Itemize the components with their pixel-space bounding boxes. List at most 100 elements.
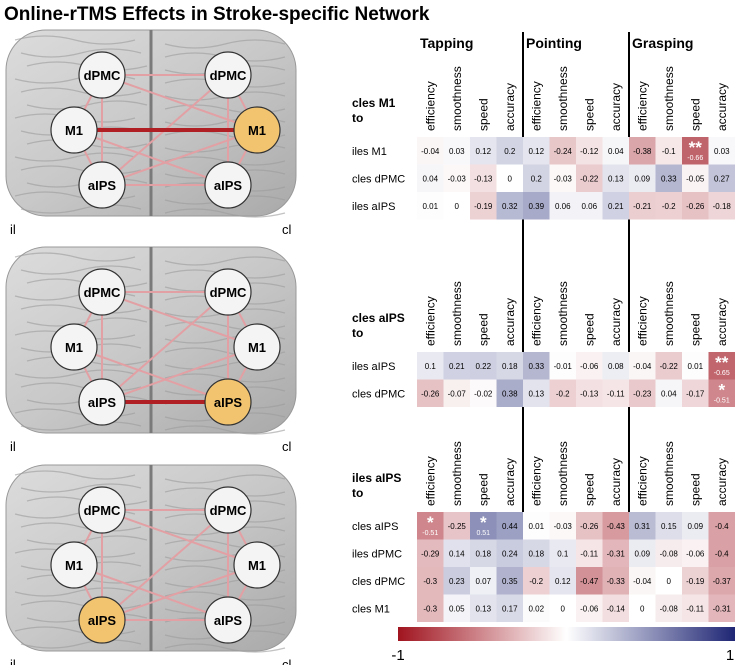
node	[204, 378, 252, 426]
cell-value: 0.01	[422, 202, 438, 211]
heatmap-cell	[708, 192, 735, 220]
heatmap-cell	[708, 352, 735, 380]
cell-value: -0.03	[554, 174, 573, 183]
significance-star: **	[715, 353, 729, 372]
cell-value: -0.14	[607, 604, 626, 613]
significance-star: *	[718, 381, 725, 400]
cell-value: 0.33	[661, 174, 677, 183]
column-label: accuracy	[609, 298, 623, 346]
node-label: aIPS	[88, 395, 117, 410]
heatmap-cell	[682, 539, 709, 567]
node	[78, 596, 126, 644]
column-label: efficiency	[529, 456, 543, 506]
cell-value: 0.14	[449, 549, 465, 558]
cell-value: 0.07	[475, 577, 491, 586]
cell-value: 0	[561, 604, 566, 613]
cell-value: -0.2	[529, 577, 543, 586]
heatmap-cell	[629, 164, 656, 192]
heatmap-cell	[417, 594, 444, 622]
heatmap-cell	[496, 594, 523, 622]
heatmap-cell	[523, 192, 550, 220]
cell-value: 0.17	[502, 604, 518, 613]
group-header: Pointing	[526, 35, 582, 51]
heatmap-cell	[549, 164, 576, 192]
cell-value: 0.03	[714, 147, 730, 156]
cell-value: -0.03	[554, 522, 573, 531]
connection	[101, 291, 258, 348]
heatmap-cell	[470, 379, 497, 407]
cell-value: -0.2	[662, 202, 676, 211]
heatmap-cell	[655, 539, 682, 567]
heatmap-cell	[417, 192, 444, 220]
cell-value: 0.06	[581, 202, 597, 211]
heatmap-cell	[417, 539, 444, 567]
side-label: il	[10, 439, 16, 454]
cell-value: -0.07	[448, 389, 467, 398]
heatmap-cell	[708, 379, 735, 407]
cell-value: 0.18	[475, 549, 491, 558]
heatmap-cell	[523, 379, 550, 407]
significance-star: *	[480, 513, 487, 532]
heatmap-cell	[629, 539, 656, 567]
cell-value: 0.12	[555, 577, 571, 586]
cell-value: 0.12	[528, 147, 544, 156]
column-label: accuracy	[715, 458, 729, 506]
heatmap-cell	[523, 539, 550, 567]
column-label: accuracy	[715, 83, 729, 131]
cell-value: 0.08	[608, 362, 624, 371]
heatmap-cell	[576, 512, 603, 540]
column-label: smoothness	[556, 441, 570, 506]
heatmap-cell	[655, 567, 682, 595]
cell-value: -0.24	[554, 147, 573, 156]
cell-value: 0.18	[528, 549, 544, 558]
row-label: iles dPMC	[352, 548, 402, 560]
heatmap-cell	[470, 594, 497, 622]
connection	[101, 129, 258, 186]
cell-value: -0.13	[474, 174, 493, 183]
heatmap-cell	[417, 137, 444, 165]
heatmap-cell	[470, 539, 497, 567]
cell-value: 0.06	[555, 202, 571, 211]
heatmap-cell	[443, 192, 470, 220]
heatmap-cell	[629, 192, 656, 220]
column-label: accuracy	[609, 83, 623, 131]
node	[204, 486, 252, 534]
node-label: aIPS	[88, 178, 117, 193]
column-label: efficiency	[635, 296, 649, 346]
cell-value: 0.02	[528, 604, 544, 613]
heatmap-cell	[708, 512, 735, 540]
column-label: smoothness	[556, 66, 570, 131]
cell-value: -0.18	[713, 202, 732, 211]
heatmap-cell	[682, 192, 709, 220]
cell-value: 0.13	[475, 604, 491, 613]
column-label: efficiency	[423, 81, 437, 131]
node-label: aIPS	[214, 613, 243, 628]
heatmap-cell	[602, 379, 629, 407]
connection	[101, 509, 229, 621]
node	[78, 51, 126, 99]
node	[233, 106, 281, 154]
cell-value: -0.04	[633, 362, 652, 371]
node	[204, 596, 252, 644]
heatmap-cell	[629, 137, 656, 165]
cell-value: 0.35	[502, 577, 518, 586]
heatmap-cell	[496, 567, 523, 595]
column-label: smoothness	[450, 281, 464, 346]
heatmap-cell	[576, 164, 603, 192]
cell-value: -0.33	[607, 577, 626, 586]
column-label: smoothness	[662, 281, 676, 346]
brain-panel: dPMC dPMC M1 M1 aIPS aIPS	[5, 29, 297, 218]
heatmap-cell	[708, 539, 735, 567]
column-label: smoothness	[450, 441, 464, 506]
cell-value: -0.3	[423, 604, 437, 613]
cell-value: 0.33	[528, 362, 544, 371]
cell-value: -0.26	[686, 202, 705, 211]
heatmap-cell	[655, 137, 682, 165]
brain-gyrus	[14, 587, 286, 601]
column-label: accuracy	[503, 83, 517, 131]
cell-value: -0.23	[633, 389, 652, 398]
column-label: accuracy	[715, 298, 729, 346]
significance-star: **	[689, 138, 703, 157]
cell-value: 0.27	[714, 174, 730, 183]
panel-heading: cles aIPS	[352, 311, 405, 325]
